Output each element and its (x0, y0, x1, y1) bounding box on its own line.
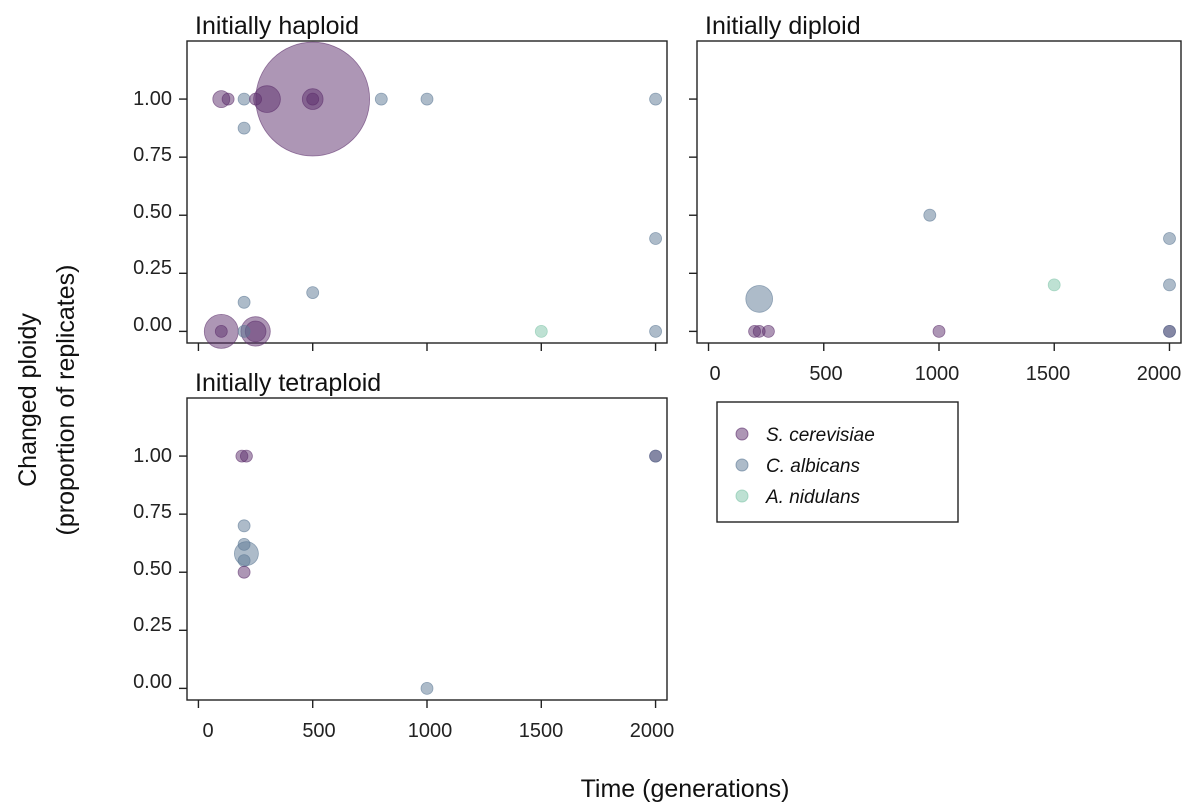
data-point (214, 324, 228, 338)
data-point (1047, 278, 1061, 292)
x-tick-label: 2000 (630, 720, 675, 742)
data-point (374, 92, 388, 106)
legend-marker-c-albicans (735, 458, 749, 472)
data-point (237, 92, 251, 106)
y-tick-label: 0.75 (133, 144, 172, 166)
data-point (306, 286, 320, 300)
data-point (237, 324, 251, 338)
legend: S. cerevisiae C. albicans A. nidulans (716, 401, 959, 523)
data-point (237, 519, 251, 533)
data-point (745, 285, 773, 313)
y-axis-haploid: 0.00 0.25 0.50 0.75 1.00 (133, 88, 172, 336)
panel-title-tetraploid: Initially tetraploid (195, 369, 381, 397)
data-point (306, 92, 320, 106)
x-tick-label: 2000 (1137, 363, 1182, 385)
data-point (923, 208, 937, 222)
x-tick-label: 0 (202, 720, 213, 742)
data-point (420, 682, 434, 695)
legend-label-c-albicans: C. albicans (766, 456, 860, 477)
data-point (1163, 232, 1176, 245)
y-tick-label: 0.50 (133, 558, 172, 580)
y-tick-label: 0.25 (133, 614, 172, 636)
data-point (1163, 324, 1176, 338)
data-point (649, 449, 662, 463)
data-point (237, 121, 251, 135)
x-tick-label: 1000 (408, 720, 453, 742)
legend-box (716, 401, 959, 523)
x-tick-label: 1000 (915, 363, 960, 385)
legend-label-a-nidulans: A. nidulans (765, 487, 861, 508)
x-axis-tetraploid: 0 500 1000 1500 2000 (202, 720, 674, 742)
data-point (649, 92, 662, 106)
data-point (237, 295, 251, 309)
y-axis-title-line1: Changed ploidy (14, 313, 42, 487)
data-point (249, 92, 263, 106)
panel-tetraploid: Initially tetraploid 0.00 0.25 0.50 0.75… (133, 369, 674, 742)
x-tick-label: 0 (709, 363, 720, 385)
points-diploid (745, 208, 1176, 338)
legend-label-s-cerevisiae: S. cerevisiae (766, 425, 875, 446)
panel-title-diploid: Initially diploid (705, 12, 861, 40)
data-point (237, 554, 251, 567)
data-point (221, 92, 235, 106)
points-haploid (203, 41, 662, 349)
axis-ticks (179, 98, 1171, 708)
y-tick-label: 1.00 (133, 88, 172, 110)
data-point (932, 324, 946, 338)
x-axis-title: Time (generations) (581, 775, 790, 803)
data-point (239, 449, 253, 463)
data-point (237, 538, 251, 551)
y-tick-label: 0.75 (133, 501, 172, 523)
y-tick-label: 0.50 (133, 201, 172, 223)
panel-diploid: Initially diploid 0 500 1000 1500 2000 (696, 12, 1182, 385)
data-point (534, 324, 548, 338)
data-point (420, 92, 434, 106)
x-tick-label: 500 (302, 720, 335, 742)
panel-title-haploid: Initially haploid (195, 12, 359, 40)
data-point (649, 232, 662, 245)
legend-marker-s-cerevisiae (735, 427, 749, 441)
y-tick-label: 0.25 (133, 257, 172, 279)
data-point (1163, 278, 1176, 292)
x-axis-diploid: 0 500 1000 1500 2000 (709, 363, 1181, 385)
plot-frame-tetraploid (186, 397, 668, 701)
legend-marker-a-nidulans (735, 489, 749, 503)
y-axis-tetraploid: 0.00 0.25 0.50 0.75 1.00 (133, 445, 172, 693)
x-tick-label: 1500 (1026, 363, 1071, 385)
data-point (762, 324, 775, 338)
y-tick-label: 0.00 (133, 671, 172, 693)
y-tick-label: 1.00 (133, 445, 172, 467)
data-point (649, 324, 662, 338)
data-point (237, 565, 251, 579)
x-tick-label: 1500 (519, 720, 564, 742)
y-axis-title-line2: (proportion of replicates) (52, 265, 80, 536)
points-tetraploid (233, 449, 662, 695)
x-tick-label: 500 (809, 363, 842, 385)
panel-haploid: Initially haploid 0.00 0.25 0.50 0.75 1.… (133, 12, 668, 349)
y-tick-label: 0.00 (133, 314, 172, 336)
